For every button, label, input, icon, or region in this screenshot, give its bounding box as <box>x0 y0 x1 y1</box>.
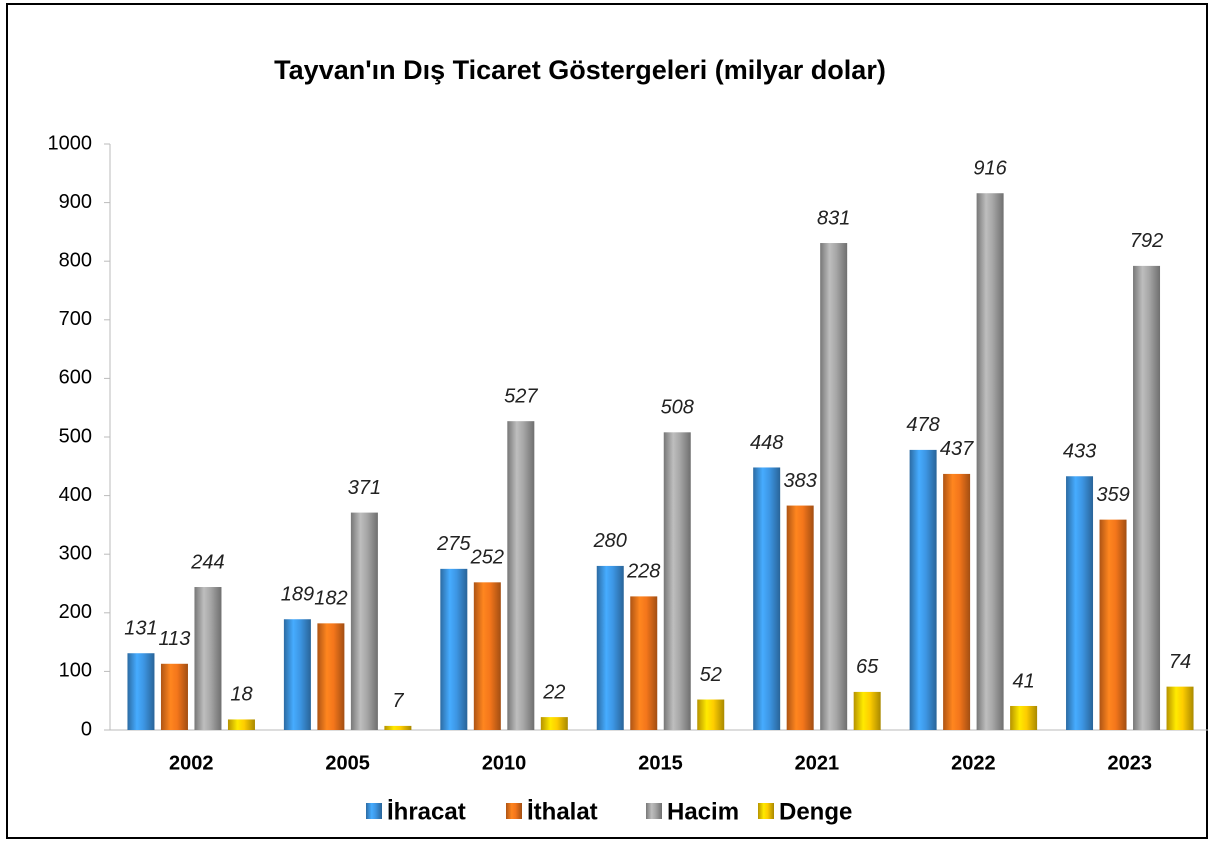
bar <box>596 565 624 730</box>
bar <box>663 432 691 730</box>
y-tick-label: 0 <box>81 718 92 740</box>
bar <box>350 512 378 730</box>
legend-label: İhracat <box>387 798 466 825</box>
bar <box>786 505 814 730</box>
bar <box>1066 476 1094 730</box>
bar <box>227 719 255 730</box>
bar <box>697 699 725 730</box>
bar <box>540 717 568 730</box>
x-tick-label: 2021 <box>795 752 840 774</box>
data-label: 448 <box>750 432 783 454</box>
data-label: 359 <box>1096 484 1129 506</box>
bar <box>976 193 1004 730</box>
data-label: 182 <box>314 588 347 610</box>
data-label: 478 <box>906 414 939 436</box>
y-tick-label: 900 <box>59 191 92 213</box>
x-tick-label: 2010 <box>482 752 527 774</box>
bar <box>317 623 345 730</box>
data-label: 189 <box>281 584 314 606</box>
data-label: 113 <box>159 628 191 650</box>
data-label: 18 <box>230 684 252 706</box>
data-label: 527 <box>504 385 538 407</box>
data-label: 437 <box>940 438 974 460</box>
data-label: 792 <box>1130 230 1163 252</box>
bar <box>630 596 658 730</box>
data-label: 252 <box>470 547 504 569</box>
y-tick-label: 500 <box>59 425 92 447</box>
data-label: 280 <box>593 530 627 552</box>
bar <box>440 568 468 730</box>
bar <box>1133 265 1161 730</box>
bar <box>283 619 311 730</box>
x-tick-label: 2023 <box>1108 752 1153 774</box>
chart-title: Tayvan'ın Dış Ticaret Göstergeleri (mily… <box>274 55 886 85</box>
legend-label: Hacim <box>667 798 739 825</box>
x-tick-label: 2022 <box>951 752 996 774</box>
bar <box>194 587 222 730</box>
bar <box>1099 519 1127 730</box>
bar <box>943 473 971 730</box>
bar <box>1166 686 1194 730</box>
bar <box>473 582 501 730</box>
x-tick-label: 2002 <box>169 752 214 774</box>
bar <box>820 243 848 730</box>
bar <box>384 725 412 730</box>
data-label: 228 <box>626 561 660 583</box>
bar <box>1010 705 1038 730</box>
legend-label: İthalat <box>527 798 598 825</box>
data-label: 275 <box>436 533 471 555</box>
legend-swatch <box>366 803 382 819</box>
data-label: 831 <box>817 207 850 229</box>
data-label: 7 <box>392 690 404 712</box>
y-tick-label: 100 <box>59 660 92 682</box>
legend-swatch <box>758 803 774 819</box>
y-tick-label: 700 <box>59 308 92 330</box>
y-tick-label: 300 <box>59 542 92 564</box>
bar <box>753 467 781 730</box>
data-label: 52 <box>700 664 722 686</box>
data-label: 74 <box>1169 651 1191 673</box>
bar <box>160 663 188 730</box>
bar <box>507 421 535 730</box>
data-label: 41 <box>1012 670 1034 692</box>
bar <box>853 691 881 730</box>
y-tick-label: 400 <box>59 484 92 506</box>
data-label: 131 <box>124 618 157 640</box>
bar <box>127 653 155 730</box>
bar <box>909 449 937 730</box>
legend-swatch <box>506 803 522 819</box>
y-tick-label: 200 <box>59 601 92 623</box>
data-label: 371 <box>348 477 381 499</box>
x-tick-label: 2005 <box>325 752 370 774</box>
data-label: 383 <box>783 470 816 492</box>
data-label: 244 <box>190 551 224 573</box>
legend-swatch <box>646 803 662 819</box>
y-tick-label: 600 <box>59 367 92 389</box>
y-tick-label: 1000 <box>48 132 93 154</box>
data-label: 508 <box>661 397 694 419</box>
data-label: 22 <box>542 681 565 703</box>
x-tick-label: 2015 <box>638 752 683 774</box>
legend-label: Denge <box>779 798 852 825</box>
data-label: 65 <box>856 656 879 678</box>
y-tick-label: 800 <box>59 249 92 271</box>
data-label: 916 <box>973 158 1007 180</box>
data-label: 433 <box>1063 441 1096 463</box>
